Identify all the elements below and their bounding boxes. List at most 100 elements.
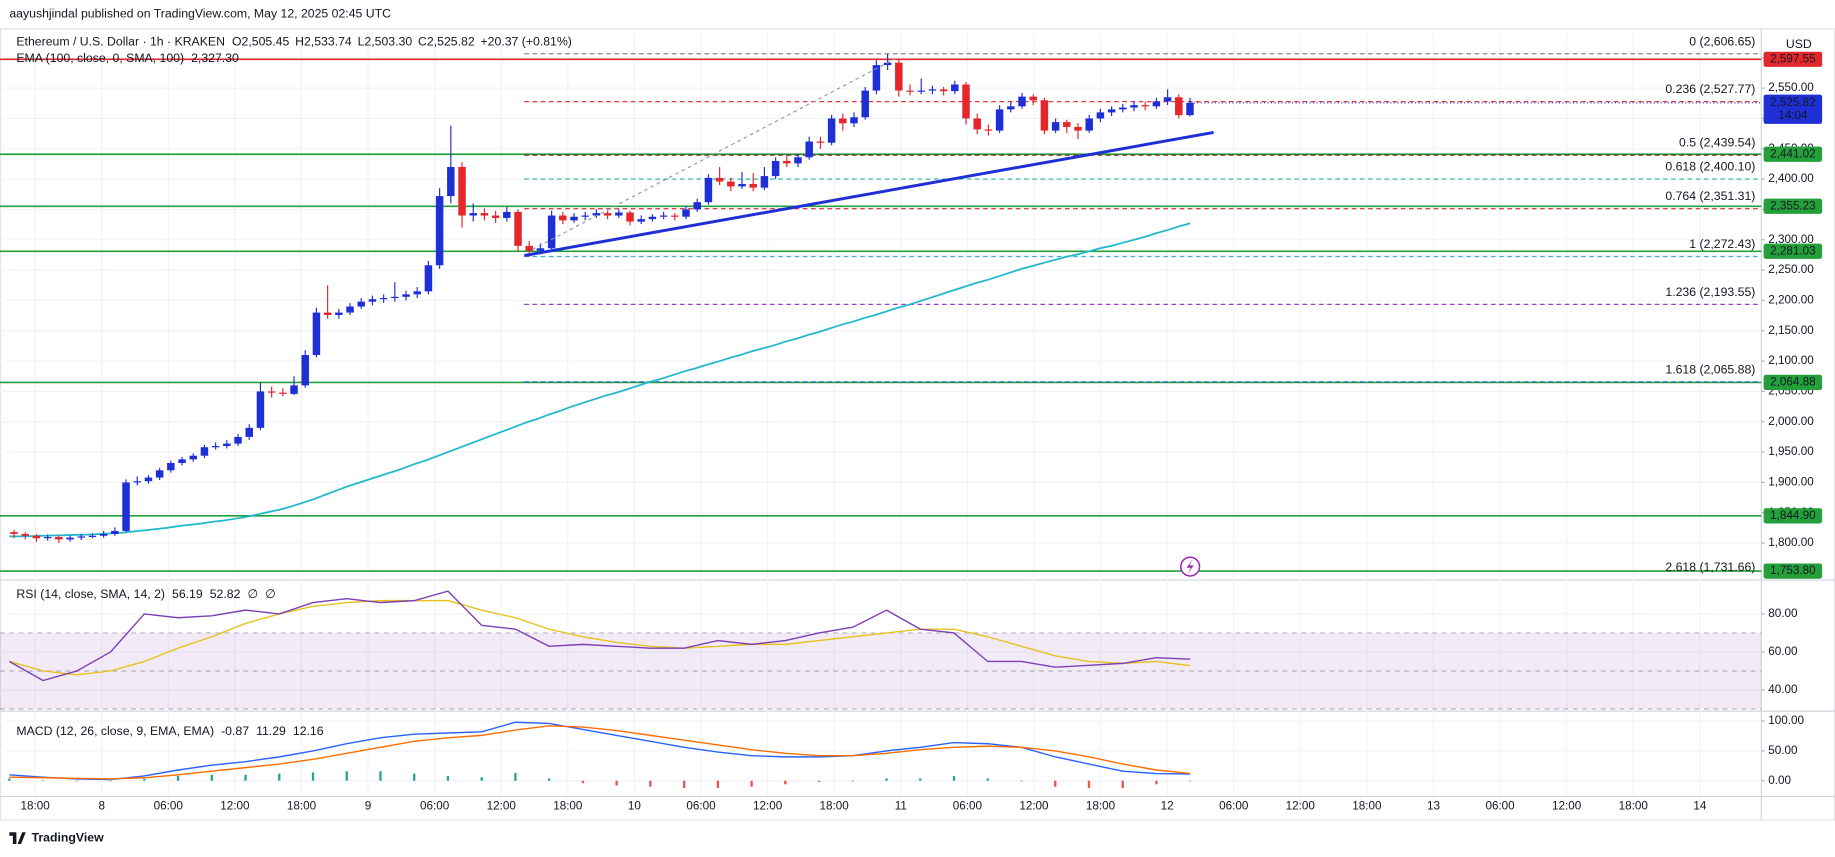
histogram-bar — [514, 772, 517, 781]
price-label: 2,355.23 — [1770, 199, 1816, 212]
candle-body — [10, 532, 18, 534]
histogram-bar — [1155, 780, 1158, 785]
histogram-bar — [817, 780, 821, 782]
candle-body — [1107, 109, 1116, 113]
y-tick-label: 80.00 — [1768, 607, 1798, 620]
candle-body — [962, 84, 970, 119]
y-tick-label: 2,550.00 — [1768, 81, 1814, 94]
fib-label: 0 (2,606.65) — [1689, 34, 1755, 48]
x-tick-label: 18:00 — [20, 800, 50, 813]
legends: Ethereum / U.S. Dollar · 1h · KRAKEN O 2,5… — [16, 35, 572, 738]
candle-body — [503, 211, 511, 218]
histogram-bar — [379, 771, 382, 781]
legend-text: 2,525.82 — [427, 35, 475, 49]
candle-body — [312, 312, 321, 356]
candle-body — [839, 118, 847, 124]
candle-body — [895, 62, 903, 91]
candle-body — [133, 481, 141, 483]
candle-body — [559, 215, 567, 221]
candle-body — [491, 215, 500, 218]
legend-text: Ethereum / U.S. Dollar · 1h · KRAKEN — [16, 35, 225, 49]
trend-line — [524, 130, 1214, 257]
price-label: 1,753.80 — [1770, 564, 1816, 577]
candle-body — [1051, 122, 1060, 131]
fib-label: 1.236 (2,193.55) — [1665, 285, 1755, 299]
axes: 18:00 8 06:00 12:00 18:00 9 06:00 12:00 18:00 10 0… — [20, 51, 1823, 813]
candle-body — [424, 265, 433, 292]
y-tick-label: 2,150.00 — [1768, 324, 1814, 337]
candle-body — [480, 213, 489, 216]
candle-body — [760, 176, 769, 188]
candle-body — [447, 166, 455, 197]
last-price-box — [1763, 94, 1823, 124]
candle-body — [794, 157, 802, 164]
candle-body — [973, 118, 981, 130]
candle-body — [368, 299, 377, 302]
plot-area: 0 (2,606.65) 0.236 (2,527.77) 0.5 (2,439.5… — [0, 34, 1762, 788]
price-label-box — [1763, 563, 1823, 579]
legend-text: 2,327.30 — [191, 51, 239, 65]
histogram-bar — [345, 771, 348, 781]
candle-body — [615, 212, 623, 216]
y-tick-label: 2,000.00 — [1768, 415, 1814, 428]
y-tick-label: 50.00 — [1768, 744, 1798, 757]
candle-body — [1074, 126, 1082, 131]
histogram-bar — [75, 780, 79, 782]
histogram-bar — [851, 780, 854, 782]
histogram-bar — [446, 775, 450, 781]
legend-text: RSI (14, close, SMA, 14, 2) — [16, 587, 165, 601]
x-tick-label: 12:00 — [1552, 800, 1582, 813]
y-tick-label: 100.00 — [1768, 714, 1804, 727]
candle-body — [1007, 106, 1015, 110]
candle-body — [1141, 105, 1149, 107]
candle-body — [1119, 107, 1127, 110]
histogram-bar — [1189, 780, 1192, 782]
candle-body — [951, 84, 959, 92]
candle-body — [547, 215, 556, 249]
histogram-bar — [581, 780, 585, 784]
legend-text: EMA (100, close, 0, SMA, 100) — [16, 51, 184, 65]
candle-body — [290, 385, 298, 394]
candle-body — [861, 90, 869, 118]
price-label-box — [1763, 243, 1823, 259]
candle-body — [245, 427, 253, 437]
y-tick-label: 1,950.00 — [1768, 445, 1814, 458]
y-tick-label: 60.00 — [1768, 645, 1798, 658]
x-tick-label: 12:00 — [753, 800, 783, 813]
x-tick-label: 18:00 — [820, 800, 850, 813]
fib-label: 0.618 (2,400.10) — [1665, 160, 1755, 174]
candle-body — [323, 312, 332, 316]
candle-body — [234, 436, 242, 444]
y-tick-label: 2,100.00 — [1768, 354, 1814, 367]
candle-body — [223, 443, 231, 447]
candle-body — [144, 477, 153, 482]
fib-label: 1.618 (2,065.88) — [1665, 362, 1755, 376]
x-tick-label: 8 — [98, 800, 105, 813]
candle-body — [279, 392, 287, 394]
publisher-line: aayushjindal published on TradingView.co… — [9, 6, 391, 20]
histogram-bar — [547, 778, 551, 781]
alert-icon — [1180, 556, 1201, 577]
candle-body — [671, 215, 679, 217]
candle-body — [693, 202, 701, 210]
indicator-line — [9, 590, 1191, 682]
indicator-line — [9, 599, 1191, 676]
candle-body — [21, 533, 29, 536]
price-label-box — [1763, 51, 1823, 67]
price-label: 2,597.55 — [1770, 52, 1816, 65]
histogram-bar — [919, 778, 922, 781]
x-tick-label: 12 — [1161, 800, 1174, 813]
candle-body — [1018, 96, 1026, 107]
candle-body — [805, 141, 813, 158]
candle-body — [111, 530, 119, 534]
x-tick-label: 12:00 — [1286, 800, 1316, 813]
fib-label: 0.764 (2,351.31) — [1665, 189, 1755, 203]
price-label-box — [1763, 198, 1823, 214]
histogram-bar — [41, 780, 45, 781]
candle-body — [771, 160, 780, 177]
x-tick-label: 06:00 — [1485, 800, 1515, 813]
x-tick-label: 14 — [1693, 800, 1707, 813]
histogram-bar — [750, 780, 753, 787]
histogram-bar — [143, 778, 146, 781]
